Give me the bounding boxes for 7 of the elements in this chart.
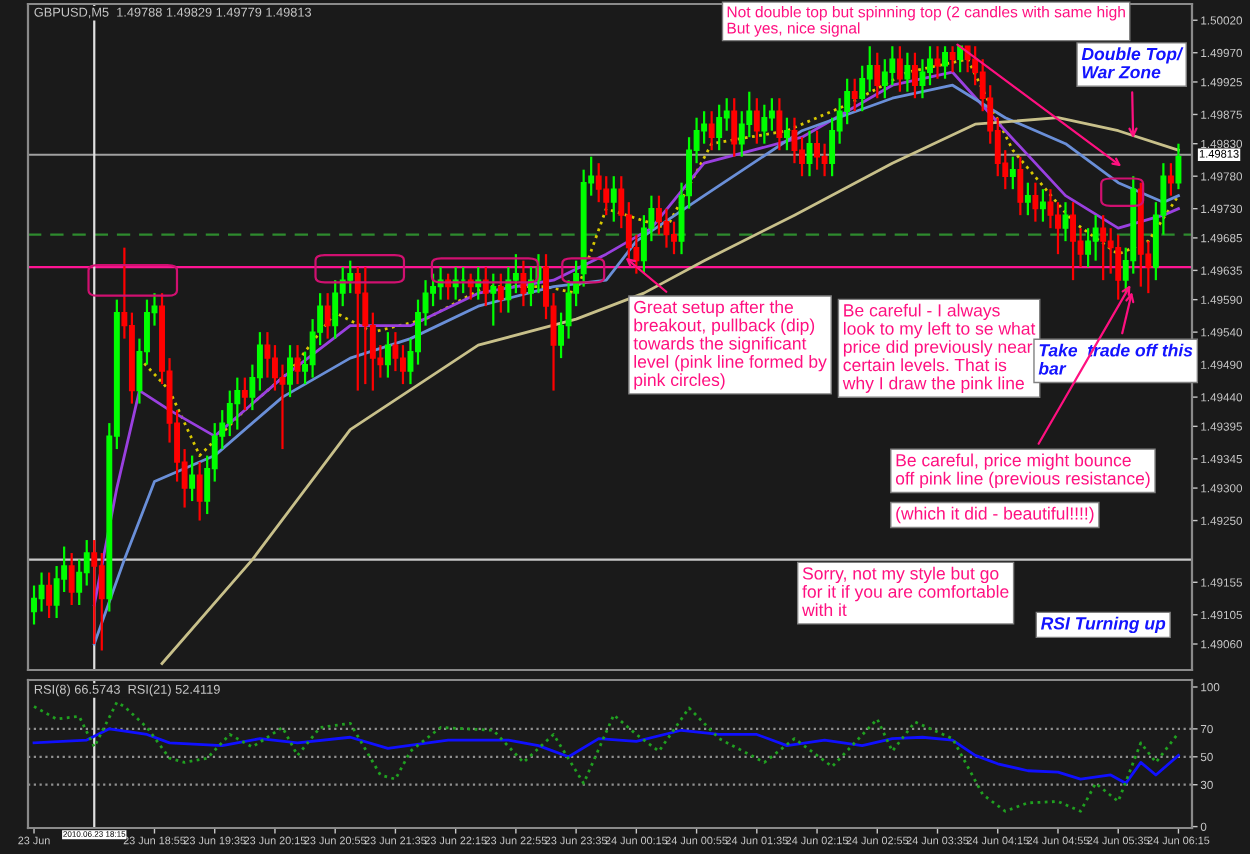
annotation: RSI Turning up	[1040, 616, 1166, 634]
annotation: Be careful - I always look to my left to se what price did previously near certain levels. That is why I draw the pink line	[842, 303, 1036, 393]
annotation: Be careful, price might bounce off pink line (previous resistance)	[895, 453, 1150, 489]
annotation: (which it did - beautiful!!!!)	[896, 506, 1094, 524]
annotation: Sorry, not my style but go for it if you are comfortable with it	[802, 566, 1009, 617]
annotation: Great setup after the breakout, pullback (dip) towards the significant level (pink line formed by pink circles)	[633, 300, 827, 390]
annotation: Double Top/ War Zone	[1081, 47, 1184, 79]
